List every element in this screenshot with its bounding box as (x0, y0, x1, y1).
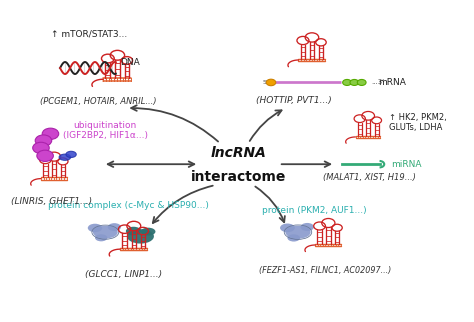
Circle shape (266, 79, 276, 86)
Text: G: G (269, 80, 273, 85)
Text: A: A (352, 80, 356, 85)
Text: (FEZF1-AS1, FILNC1, AC02097...): (FEZF1-AS1, FILNC1, AC02097...) (259, 266, 391, 275)
Circle shape (343, 80, 351, 85)
Text: (PCGEM1, HOTAIR, ANRIL...): (PCGEM1, HOTAIR, ANRIL...) (40, 97, 156, 106)
Ellipse shape (287, 234, 300, 242)
Text: (HOTTIP, PVT1...): (HOTTIP, PVT1...) (256, 96, 332, 105)
Text: A: A (360, 80, 364, 85)
Circle shape (357, 80, 366, 85)
Text: lncRNA: lncRNA (211, 146, 267, 160)
Text: ubiquitination: ubiquitination (73, 121, 137, 130)
Ellipse shape (126, 227, 141, 235)
Text: GLUTs, LDHA: GLUTs, LDHA (389, 123, 442, 132)
Text: Ub: Ub (41, 153, 49, 158)
Ellipse shape (280, 223, 295, 232)
Ellipse shape (301, 223, 314, 231)
Text: interactome: interactome (191, 170, 287, 184)
Text: miRNA: miRNA (391, 160, 422, 169)
Text: ...3': ...3' (371, 80, 384, 85)
Ellipse shape (95, 234, 108, 242)
Ellipse shape (88, 224, 102, 232)
Text: (GLCC1, LINP1...): (GLCC1, LINP1...) (85, 270, 163, 279)
Ellipse shape (93, 226, 118, 239)
Ellipse shape (59, 154, 71, 160)
Ellipse shape (285, 226, 310, 239)
Ellipse shape (66, 151, 76, 157)
Text: mRNA: mRNA (379, 78, 406, 87)
Text: DNA: DNA (120, 58, 140, 67)
Text: protein (PKM2, AUF1...): protein (PKM2, AUF1...) (262, 206, 366, 215)
Text: (IGF2BP2, HIF1α...): (IGF2BP2, HIF1α...) (63, 131, 148, 140)
Text: ↑ HK2, PKM2,: ↑ HK2, PKM2, (389, 113, 447, 122)
Ellipse shape (108, 223, 121, 231)
Ellipse shape (127, 229, 154, 243)
Text: (MALAT1, XIST, H19...): (MALAT1, XIST, H19...) (323, 173, 416, 182)
Text: Ub: Ub (36, 146, 45, 150)
Text: ↑ mTOR/STAT3...: ↑ mTOR/STAT3... (51, 30, 127, 39)
Circle shape (350, 80, 359, 85)
Text: 5': 5' (262, 80, 268, 85)
Text: (LINRIS, GHET1...): (LINRIS, GHET1...) (11, 196, 92, 205)
Circle shape (42, 128, 59, 139)
Text: Ub: Ub (46, 131, 55, 136)
Text: protein complex (c-Myc & HSP90...): protein complex (c-Myc & HSP90...) (48, 201, 209, 210)
Circle shape (35, 135, 52, 146)
Text: A: A (345, 80, 349, 85)
Ellipse shape (141, 228, 155, 236)
Circle shape (37, 150, 54, 161)
Text: Ub: Ub (39, 138, 48, 143)
Circle shape (33, 142, 49, 154)
